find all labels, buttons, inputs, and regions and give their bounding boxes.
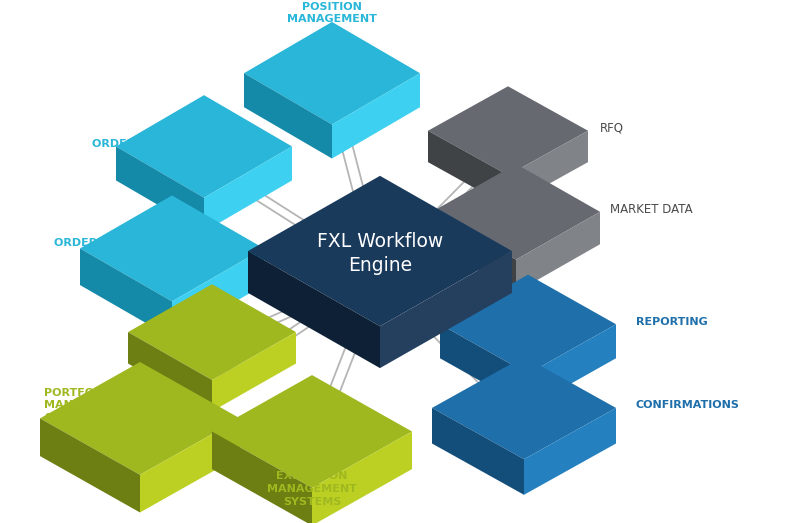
Polygon shape [80,248,172,338]
Polygon shape [312,431,412,523]
Polygon shape [432,212,516,292]
Polygon shape [332,73,420,158]
Polygon shape [128,284,296,380]
Polygon shape [428,131,508,207]
Polygon shape [432,408,524,495]
Text: RFQ: RFQ [600,122,624,134]
Polygon shape [432,164,600,260]
Polygon shape [428,86,588,175]
Polygon shape [440,324,528,408]
Polygon shape [204,146,292,232]
Text: CONFIRMATIONS: CONFIRMATIONS [636,400,740,411]
Polygon shape [40,418,140,513]
Text: ORDER FULFILLMENT: ORDER FULFILLMENT [92,139,224,149]
Polygon shape [440,275,616,374]
Polygon shape [508,131,588,207]
Polygon shape [80,196,264,301]
Polygon shape [140,418,240,513]
Text: PORTFOLIO
MANAGEMENT
SYSTEMS: PORTFOLIO MANAGEMENT SYSTEMS [44,388,134,423]
Polygon shape [248,251,380,368]
Polygon shape [528,324,616,408]
Text: REPORTING: REPORTING [636,316,708,327]
Polygon shape [380,251,512,368]
Polygon shape [432,357,616,459]
Text: EXECUTION
MANAGEMENT
SYSTEMS: EXECUTION MANAGEMENT SYSTEMS [267,471,357,507]
Polygon shape [524,408,616,495]
Polygon shape [212,431,312,523]
Polygon shape [244,73,332,158]
Polygon shape [212,375,412,488]
Polygon shape [128,332,212,412]
Polygon shape [172,248,264,338]
Polygon shape [116,146,204,232]
Text: FXL Workflow
Engine: FXL Workflow Engine [317,232,443,275]
Polygon shape [212,332,296,412]
Polygon shape [248,176,512,326]
Text: POSITION
MANAGEMENT: POSITION MANAGEMENT [287,2,377,25]
Polygon shape [40,362,240,475]
Polygon shape [244,22,420,124]
Polygon shape [116,95,292,198]
Text: APIs: APIs [154,320,181,331]
Polygon shape [516,212,600,292]
Text: MARKET DATA: MARKET DATA [610,203,692,215]
Text: ORDER CAPTURE: ORDER CAPTURE [54,238,159,248]
